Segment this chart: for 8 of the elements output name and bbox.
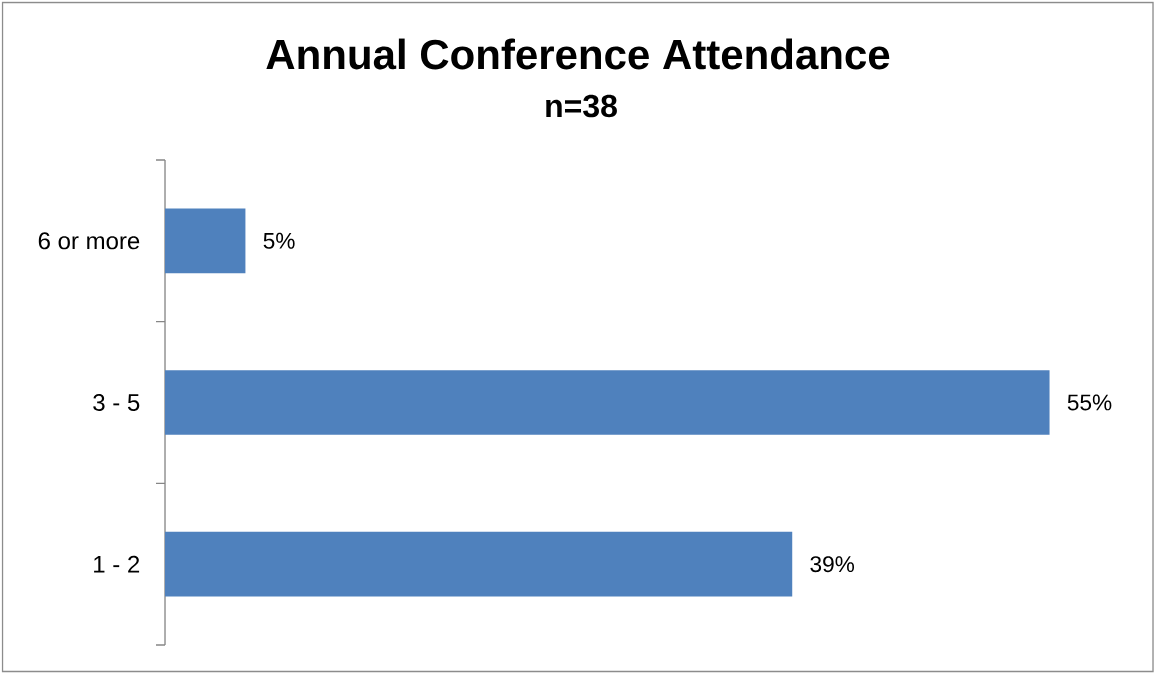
data-label: 5%	[263, 232, 295, 249]
chart-title: Annual Conference Attendance	[266, 38, 890, 70]
data-label: 55%	[1067, 394, 1112, 411]
y-tick-label: 6 or more	[38, 232, 140, 250]
chart-subtitle: n=38	[546, 94, 617, 118]
y-tick-label: 3 - 5	[93, 393, 140, 411]
y-tick-label: 1 - 2	[94, 555, 140, 573]
data-label: 39%	[810, 556, 855, 573]
